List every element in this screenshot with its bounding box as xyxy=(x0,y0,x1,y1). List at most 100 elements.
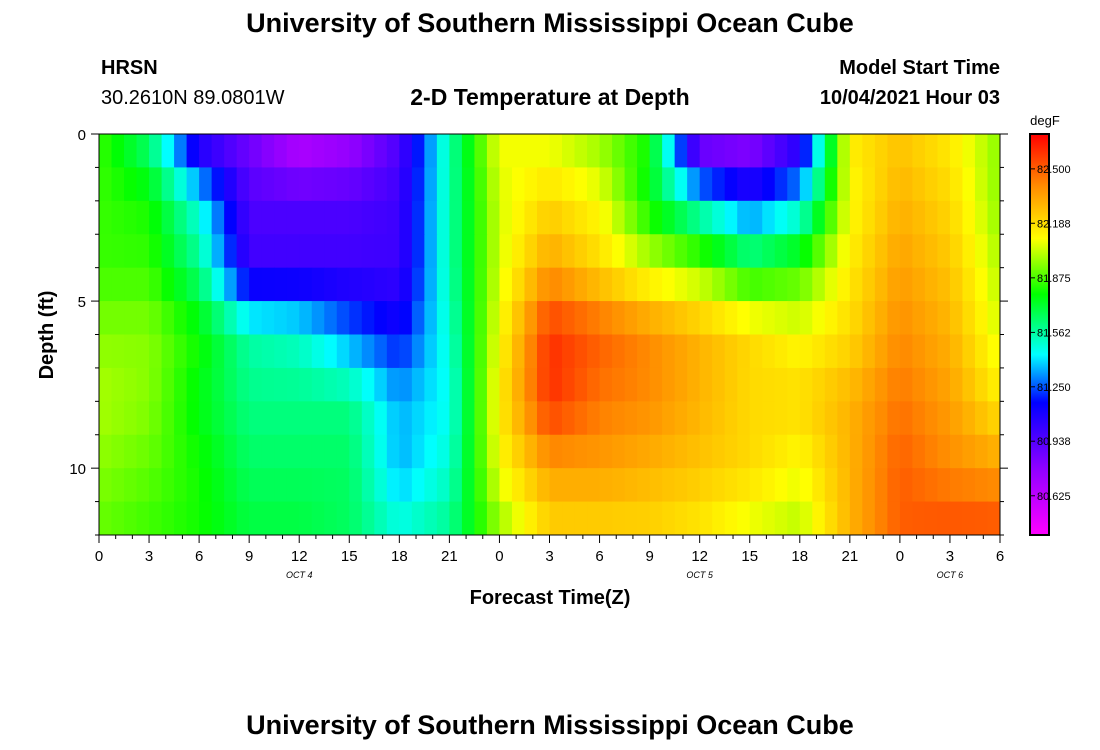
heatmap-cell xyxy=(799,301,813,336)
heatmap-cell xyxy=(862,301,876,336)
heatmap-cell xyxy=(299,167,313,202)
heatmap-cell xyxy=(124,501,138,535)
heatmap-cell xyxy=(687,200,701,235)
heatmap-cell xyxy=(511,468,526,503)
heatmap-cell xyxy=(149,267,163,302)
heatmap-cell xyxy=(699,167,713,202)
heatmap-cell xyxy=(799,234,813,269)
heatmap-cell xyxy=(974,267,989,302)
heatmap-cell xyxy=(436,267,450,302)
colorbar: degF 82.500 82.188 81.875 81.562 81.250 80.93… xyxy=(1029,113,1071,536)
heatmap-cell xyxy=(562,134,576,169)
colorbar-tick-label: 81.562 xyxy=(1037,327,1071,339)
heatmap-cell xyxy=(874,200,888,235)
heatmap-cell xyxy=(949,134,964,169)
heatmap-cell xyxy=(962,167,976,202)
heatmap-cell xyxy=(511,501,526,535)
heatmap-cell xyxy=(136,200,150,235)
heatmap-cell xyxy=(837,234,851,269)
heatmap-cell xyxy=(649,501,663,535)
heatmap-cell xyxy=(286,334,300,369)
heatmap-cell xyxy=(161,501,175,535)
heatmap-cell xyxy=(687,367,701,402)
heatmap-cell xyxy=(486,401,501,436)
heatmap-cell xyxy=(249,267,263,302)
heatmap-cell xyxy=(624,267,638,302)
heatmap-cell xyxy=(624,434,638,469)
heatmap-cell xyxy=(562,334,576,369)
heatmap-cell xyxy=(662,501,676,535)
heatmap-cell xyxy=(136,167,150,202)
heatmap-cell xyxy=(637,301,651,336)
heatmap-cell xyxy=(924,301,939,336)
heatmap-cell xyxy=(474,234,488,269)
heatmap-cell xyxy=(624,167,638,202)
heatmap-cell xyxy=(762,334,776,369)
heatmap-cell xyxy=(574,334,588,369)
x-tick-label: 0 xyxy=(95,548,103,565)
heatmap-cell xyxy=(274,134,288,169)
heatmap-cell xyxy=(324,501,338,535)
heatmap-cell xyxy=(186,501,200,535)
heatmap-cell xyxy=(536,334,551,369)
heatmap-cell xyxy=(499,401,513,436)
heatmap-cell xyxy=(111,367,125,402)
heatmap-cell xyxy=(562,401,576,436)
heatmap-cell xyxy=(424,334,438,369)
heatmap-cell xyxy=(474,301,488,336)
heatmap-cell xyxy=(799,468,813,503)
date-labels: OCT 4 OCT 5 OCT 6 xyxy=(286,570,963,580)
heatmap-cell xyxy=(261,234,275,269)
heatmap-cell xyxy=(624,401,638,436)
heatmap-cell xyxy=(874,167,888,202)
heatmap-cell xyxy=(311,401,325,436)
heatmap-cell xyxy=(199,134,213,169)
heatmap-cell xyxy=(199,401,213,436)
heatmap-cell xyxy=(199,167,213,202)
heatmap-cell xyxy=(712,134,726,169)
heatmap-cell xyxy=(862,134,876,169)
heatmap-cell xyxy=(962,501,976,535)
heatmap-cell xyxy=(411,401,425,436)
heatmap-cell xyxy=(962,367,976,402)
heatmap-cell xyxy=(186,401,200,436)
heatmap-cell xyxy=(424,267,438,302)
heatmap-cell xyxy=(699,434,713,469)
heatmap-cell xyxy=(799,367,813,402)
heatmap-cell xyxy=(361,167,375,202)
heatmap-cell xyxy=(649,434,663,469)
heatmap-cell xyxy=(824,234,838,269)
heatmap-cell xyxy=(699,468,713,503)
heatmap-cell xyxy=(749,367,763,402)
heatmap-cell xyxy=(887,434,901,469)
heatmap-cell xyxy=(399,267,413,302)
heatmap-cell xyxy=(274,468,288,503)
heatmap-cell xyxy=(99,234,113,269)
heatmap-cell xyxy=(349,200,363,235)
heatmap-cell xyxy=(849,167,863,202)
heatmap-cell xyxy=(912,134,926,169)
heatmap-cell xyxy=(724,234,738,269)
heatmap-cell xyxy=(199,334,213,369)
heatmap-cell xyxy=(987,167,1000,202)
heatmap-cell xyxy=(286,200,300,235)
heatmap-cell xyxy=(699,501,713,535)
heatmap-cell xyxy=(649,200,663,235)
heatmap-cell xyxy=(99,134,113,169)
heatmap-cell xyxy=(461,334,476,369)
heatmap-cell xyxy=(299,401,313,436)
heatmap-cell xyxy=(411,434,425,469)
heatmap-cell xyxy=(649,267,663,302)
heatmap-cell xyxy=(336,267,350,302)
heatmap-cell xyxy=(787,468,801,503)
heatmap-cell xyxy=(424,367,438,402)
heatmap-cell xyxy=(536,367,551,402)
heatmap-cell xyxy=(374,167,388,202)
heatmap-cell xyxy=(612,301,626,336)
heatmap-cell xyxy=(549,434,563,469)
heatmap-cell xyxy=(474,434,488,469)
heatmap-cell xyxy=(386,434,400,469)
heatmap-cell xyxy=(899,367,913,402)
heatmap-cell xyxy=(587,134,601,169)
